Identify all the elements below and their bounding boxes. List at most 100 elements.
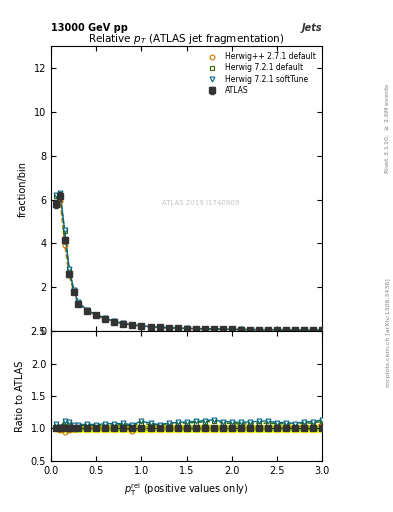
Herwig++ 2.7.1 default [166,325,171,331]
Herwig 7.2.1 softTune [53,192,58,198]
Herwig++ 2.7.1 default [211,326,216,332]
Herwig 7.2.1 softTune [220,326,225,332]
Legend: Herwig++ 2.7.1 default, Herwig 7.2.1 default, Herwig 7.2.1 softTune, ATLAS: Herwig++ 2.7.1 default, Herwig 7.2.1 def… [200,50,318,97]
Herwig 7.2.1 softTune [139,323,144,329]
Herwig 7.2.1 default [302,327,307,333]
Herwig++ 2.7.1 default [121,321,126,327]
Herwig 7.2.1 default [257,327,261,333]
Herwig 7.2.1 softTune [202,326,207,332]
Herwig++ 2.7.1 default [220,326,225,332]
Herwig 7.2.1 softTune [211,326,216,332]
Herwig 7.2.1 default [275,327,279,333]
Herwig 7.2.1 default [239,326,243,332]
Herwig 7.2.1 softTune [311,327,316,333]
Herwig 7.2.1 softTune [76,299,81,305]
Herwig 7.2.1 softTune [193,326,198,332]
Herwig++ 2.7.1 default [62,242,67,248]
Herwig 7.2.1 default [284,327,288,333]
Title: Relative $p_T$ (ATLAS jet fragmentation): Relative $p_T$ (ATLAS jet fragmentation) [88,32,285,46]
Herwig 7.2.1 default [53,193,58,199]
Herwig 7.2.1 softTune [67,266,72,272]
Herwig++ 2.7.1 default [320,327,325,333]
Herwig++ 2.7.1 default [248,327,252,333]
Herwig++ 2.7.1 default [53,200,58,206]
Line: Herwig 7.2.1 softTune: Herwig 7.2.1 softTune [53,190,325,332]
Herwig 7.2.1 default [184,325,189,331]
Herwig++ 2.7.1 default [302,327,307,333]
Herwig 7.2.1 default [248,327,252,333]
Herwig 7.2.1 default [320,327,325,333]
Herwig 7.2.1 softTune [85,307,90,313]
Herwig 7.2.1 softTune [58,190,62,196]
Herwig 7.2.1 default [76,300,81,306]
Herwig++ 2.7.1 default [148,324,153,330]
Herwig++ 2.7.1 default [103,316,108,322]
Herwig 7.2.1 softTune [266,327,270,333]
Herwig++ 2.7.1 default [76,301,81,307]
Herwig++ 2.7.1 default [202,326,207,332]
Herwig++ 2.7.1 default [275,327,279,333]
Herwig 7.2.1 softTune [275,327,279,333]
Herwig 7.2.1 default [121,321,126,327]
X-axis label: $p_{\mathrm{T}}^{\mathrm{rel}}$ (positive values only): $p_{\mathrm{T}}^{\mathrm{rel}}$ (positiv… [125,481,249,498]
Herwig++ 2.7.1 default [157,325,162,331]
Herwig++ 2.7.1 default [257,327,261,333]
Herwig 7.2.1 default [130,322,135,328]
Herwig++ 2.7.1 default [266,327,270,333]
Herwig++ 2.7.1 default [230,326,234,332]
Herwig 7.2.1 softTune [157,324,162,330]
Herwig 7.2.1 softTune [121,321,126,327]
Herwig 7.2.1 default [157,324,162,330]
Herwig 7.2.1 default [193,326,198,332]
Herwig++ 2.7.1 default [184,326,189,332]
Herwig 7.2.1 default [230,326,234,332]
Herwig++ 2.7.1 default [175,325,180,331]
Herwig++ 2.7.1 default [85,308,90,314]
Herwig++ 2.7.1 default [311,327,316,333]
Herwig 7.2.1 default [103,315,108,322]
Text: Jets: Jets [302,23,322,33]
Herwig 7.2.1 softTune [94,311,99,317]
Line: Herwig++ 2.7.1 default: Herwig++ 2.7.1 default [53,198,325,333]
Herwig++ 2.7.1 default [72,289,76,295]
Y-axis label: fraction/bin: fraction/bin [18,161,28,217]
Herwig 7.2.1 softTune [230,326,234,332]
Herwig 7.2.1 default [94,312,99,318]
Y-axis label: Ratio to ATLAS: Ratio to ATLAS [15,360,25,432]
Herwig++ 2.7.1 default [193,326,198,332]
Herwig 7.2.1 default [62,228,67,234]
Herwig 7.2.1 default [112,318,117,325]
Herwig 7.2.1 softTune [148,324,153,330]
Herwig++ 2.7.1 default [58,198,62,204]
Text: Rivet 3.1.10, $\geq$ 2.6M events: Rivet 3.1.10, $\geq$ 2.6M events [384,82,391,174]
Herwig 7.2.1 default [139,323,144,329]
Herwig 7.2.1 default [72,287,76,293]
Herwig++ 2.7.1 default [94,312,99,318]
Herwig++ 2.7.1 default [293,327,298,333]
Herwig 7.2.1 default [211,326,216,332]
Herwig 7.2.1 default [58,191,62,197]
Herwig 7.2.1 softTune [293,327,298,333]
Herwig 7.2.1 softTune [72,286,76,292]
Text: 13000 GeV pp: 13000 GeV pp [51,23,128,33]
Herwig 7.2.1 softTune [130,322,135,328]
Herwig 7.2.1 softTune [103,315,108,322]
Herwig++ 2.7.1 default [130,322,135,328]
Line: Herwig 7.2.1 default: Herwig 7.2.1 default [53,191,325,332]
Herwig 7.2.1 default [148,324,153,330]
Herwig++ 2.7.1 default [139,323,144,329]
Herwig 7.2.1 default [166,325,171,331]
Herwig 7.2.1 default [293,327,298,333]
Herwig 7.2.1 softTune [166,325,171,331]
Herwig 7.2.1 softTune [112,318,117,325]
Herwig 7.2.1 softTune [175,325,180,331]
Herwig 7.2.1 softTune [302,327,307,333]
Herwig 7.2.1 default [311,327,316,333]
Herwig 7.2.1 default [220,326,225,332]
Herwig 7.2.1 softTune [248,327,252,333]
Herwig++ 2.7.1 default [239,327,243,333]
Herwig 7.2.1 softTune [239,326,243,332]
Herwig 7.2.1 softTune [320,327,325,333]
Herwig 7.2.1 softTune [184,325,189,331]
Text: mcplots.cern.ch [arXiv:1306.3436]: mcplots.cern.ch [arXiv:1306.3436] [386,279,391,387]
